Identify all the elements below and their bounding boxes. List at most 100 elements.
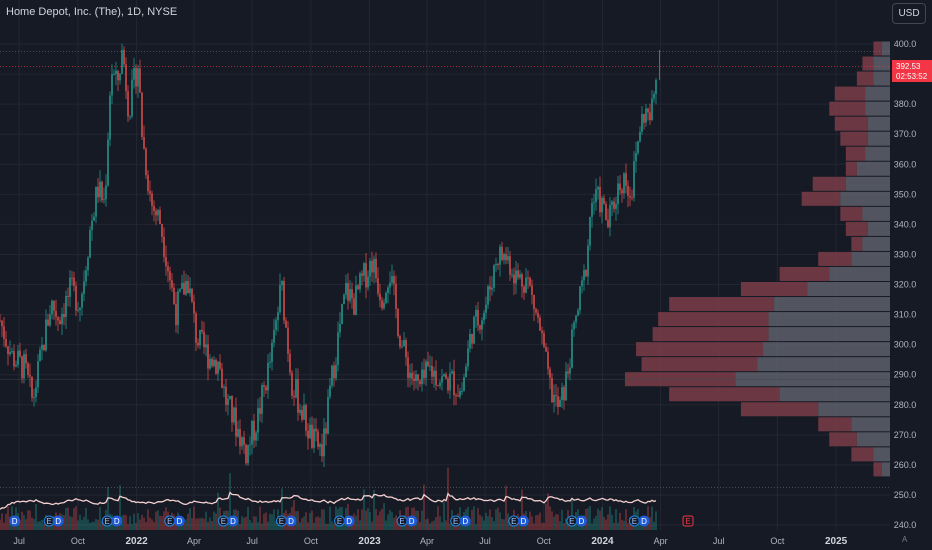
candle-body (489, 286, 491, 290)
candle-body (347, 282, 349, 301)
volume-bar (379, 511, 381, 530)
currency-button[interactable]: USD (892, 3, 926, 24)
auto-scale-toggle[interactable]: A (902, 535, 908, 544)
candle-body (235, 407, 237, 437)
candle-body (635, 152, 637, 162)
volume-bar (427, 518, 429, 530)
volume-bar (251, 522, 253, 530)
event-label: D (55, 517, 61, 526)
candle-body (649, 112, 651, 121)
price-axis[interactable]: 240.0 250.0 260.0 270.0 280.0 290.0 300.0 310.0… (894, 39, 917, 530)
candle-body (189, 288, 191, 294)
volume-profile-row-up (851, 417, 890, 432)
candle-body (271, 342, 273, 362)
candle-body (49, 314, 51, 326)
volume-bar (625, 509, 627, 530)
volume-bar (439, 516, 441, 530)
candle-body (87, 257, 89, 271)
volume-bar (613, 522, 615, 530)
volume-profile-row-down (779, 266, 830, 281)
volume-bar (25, 519, 27, 530)
candle-body (123, 49, 125, 65)
volume-bar (497, 507, 499, 530)
volume-profile-row-up (768, 312, 890, 327)
candle-body (639, 131, 641, 142)
volume-bar (201, 517, 203, 530)
candle-body (467, 348, 469, 367)
candle-body (37, 361, 39, 388)
candle-body (33, 397, 35, 399)
volume-bar (363, 489, 365, 530)
volume-profile-row-up (865, 86, 890, 101)
volume-bar (655, 511, 657, 530)
volume-bar (33, 518, 35, 530)
volume-bar (73, 508, 75, 530)
volume-bar (395, 515, 397, 530)
volume-bar (419, 521, 421, 530)
candle-body (229, 395, 231, 399)
volume-profile-row-down (862, 56, 874, 71)
volume-bar (19, 519, 21, 530)
time-axis[interactable]: Jul Oct 2022 Apr Jul Oct 2023 Apr Jul Oct 2024 Apr J… (13, 536, 847, 547)
candle-body (423, 369, 425, 378)
price-tick-label: 280.0 (894, 400, 917, 410)
volume-bar (603, 516, 605, 530)
candle-body (583, 270, 585, 281)
candle-body (559, 400, 561, 408)
candle-body (89, 230, 91, 258)
volume-profile-row-down (641, 357, 758, 372)
volume-bar (521, 489, 523, 530)
volume-profile-row-up (867, 116, 890, 131)
candle-body (313, 428, 315, 448)
candle-body (13, 351, 15, 367)
volume-bar (491, 517, 493, 530)
volume-bar (393, 518, 395, 530)
time-tick-label: Apr (187, 536, 201, 546)
volume-bar (123, 514, 125, 530)
candle-body (213, 359, 215, 367)
candle-body (129, 116, 131, 118)
candle-body (95, 186, 97, 217)
volume-profile-row-up (865, 146, 890, 161)
volume-bar (197, 518, 199, 530)
candle-body (607, 219, 609, 228)
candle-body (473, 316, 475, 344)
candle-body (41, 344, 43, 350)
candle-body (133, 67, 135, 80)
volume-bar (119, 485, 121, 530)
volume-bar (157, 510, 159, 530)
event-label: D (176, 517, 182, 526)
candle-body (557, 396, 559, 408)
price-tick-label: 380.0 (894, 99, 917, 109)
event-label: E (569, 517, 574, 526)
volume-bar (249, 520, 251, 530)
candle-body (335, 364, 337, 379)
candle-body (207, 344, 209, 369)
candle-body (163, 236, 165, 258)
volume-profile-row-down (652, 327, 769, 342)
volume-bar (377, 515, 379, 530)
candle-body (421, 369, 423, 385)
volume-bar (305, 512, 307, 530)
volume-bar (605, 519, 607, 530)
candle-body (551, 377, 553, 403)
event-markers[interactable]: EDEDEDEDEDEDEDEDEDEDEDEDE (0, 515, 694, 527)
volume-bar (389, 510, 391, 530)
volume-bar (587, 508, 589, 530)
candle-body (567, 371, 569, 374)
volume-bar (143, 517, 145, 530)
volume-profile-row-up (829, 266, 890, 281)
volume-bar (193, 506, 195, 530)
volume-bar (553, 516, 555, 530)
candle-body (383, 302, 385, 309)
candle-body (637, 141, 639, 153)
volume-bar (275, 520, 277, 530)
candle-body (645, 108, 647, 123)
candle-body (91, 220, 93, 231)
candle-body (385, 293, 387, 303)
volume-profile-row-down (840, 206, 863, 221)
volume-bar (153, 522, 155, 530)
volume-bar (79, 514, 81, 530)
candle-body (535, 309, 537, 313)
